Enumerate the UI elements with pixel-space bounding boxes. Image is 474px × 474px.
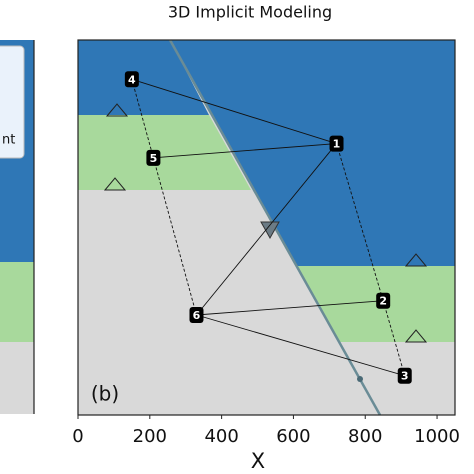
data-point — [124, 71, 139, 88]
links — [131, 78, 406, 377]
link — [196, 314, 405, 377]
geology — [78, 39, 455, 416]
orientation-marker — [105, 103, 129, 117]
panel-label: (b) — [91, 382, 119, 406]
x-axis-label: X — [251, 449, 265, 473]
data-point — [376, 292, 391, 309]
x-tick-label: 0 — [72, 426, 83, 447]
link — [382, 300, 406, 376]
x-tick-label: 400 — [204, 426, 238, 447]
link — [196, 300, 384, 316]
point-label: 2 — [379, 295, 387, 308]
x-tick-label: 200 — [133, 426, 167, 447]
point-label: 4 — [128, 73, 136, 86]
chart-title: 3D Implicit Modeling — [168, 3, 332, 22]
data-point — [397, 367, 412, 384]
blue-layer — [78, 40, 209, 115]
data-point — [146, 149, 161, 166]
data-point — [329, 135, 344, 152]
frame — [77, 39, 456, 416]
link — [152, 157, 197, 316]
green-layer — [78, 115, 251, 190]
point-label: 5 — [150, 152, 158, 165]
link — [131, 79, 154, 158]
link — [131, 78, 337, 145]
point-label: 3 — [401, 370, 409, 383]
left-panel: nt — [0, 40, 35, 414]
orientation-marker — [103, 177, 127, 191]
data-point — [189, 307, 204, 323]
link — [336, 143, 384, 301]
x-tick-label: 1000 — [414, 426, 460, 447]
orientation-marker — [404, 253, 428, 267]
link — [153, 143, 337, 159]
blue-layer — [170, 40, 455, 266]
gray-layer — [0, 342, 34, 414]
x-tick-label: 600 — [276, 426, 310, 447]
point-label: 1 — [333, 138, 341, 151]
link — [196, 143, 337, 316]
green-layer — [296, 266, 455, 342]
x-tick-label: 800 — [348, 426, 382, 447]
point-label: 6 — [193, 309, 201, 322]
legend-text: nt — [2, 133, 15, 148]
legend-box — [0, 45, 25, 159]
orientation-marker — [404, 329, 428, 343]
fault-point — [357, 376, 363, 382]
green-layer — [0, 262, 34, 342]
